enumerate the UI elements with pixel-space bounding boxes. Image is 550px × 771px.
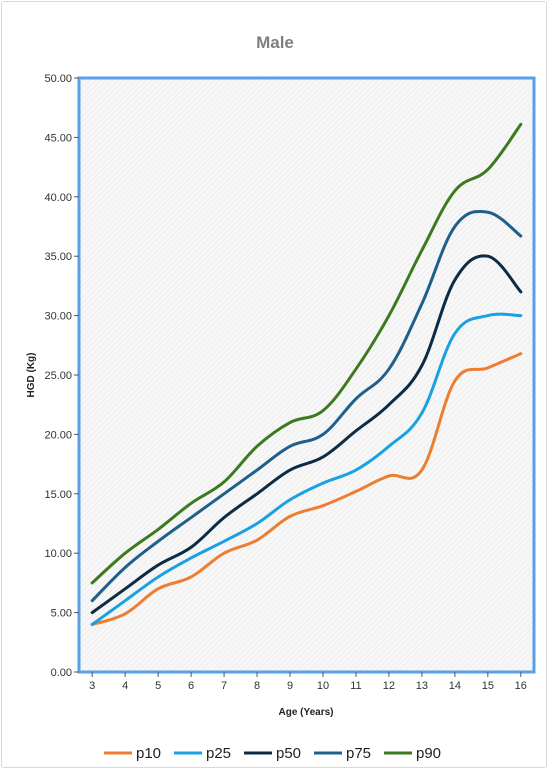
x-tick-label: 10 bbox=[317, 680, 329, 692]
y-tick-label: 0.00 bbox=[51, 667, 72, 679]
x-tick-label: 9 bbox=[287, 680, 293, 692]
legend-label-p75: p75 bbox=[346, 745, 371, 762]
legend-label-p50: p50 bbox=[276, 745, 301, 762]
y-axis-ticks: 0.00 5.00 10.00 15.00 20.00 25.00 30.00 35.00 40… bbox=[44, 73, 79, 679]
y-tick-label: 45.00 bbox=[44, 132, 72, 144]
y-tick-label: 50.00 bbox=[44, 73, 72, 85]
series-line-p90 bbox=[90, 122, 523, 585]
legend-label-p25: p25 bbox=[206, 745, 231, 762]
y-tick-label: 15.00 bbox=[44, 489, 72, 501]
x-tick-label: 13 bbox=[416, 680, 428, 692]
chart-title: Male bbox=[256, 33, 294, 52]
x-axis-ticks: 3 4 5 6 7 8 9 10 11 12 13 14 15 16 bbox=[89, 672, 527, 692]
series-line-p75 bbox=[90, 209, 523, 603]
y-tick-label: 5.00 bbox=[51, 608, 72, 620]
y-axis-label: HGD (Kg) bbox=[26, 353, 37, 398]
x-tick-label: 16 bbox=[515, 680, 527, 692]
x-tick-label: 5 bbox=[155, 680, 161, 692]
y-tick-label: 20.00 bbox=[44, 429, 72, 441]
x-tick-label: 14 bbox=[449, 680, 461, 692]
y-tick-label: 40.00 bbox=[44, 192, 72, 204]
x-tick-label: 3 bbox=[89, 680, 95, 692]
series-lines bbox=[90, 122, 523, 626]
x-tick-label: 4 bbox=[122, 680, 128, 692]
legend-label-p10: p10 bbox=[136, 745, 161, 762]
x-tick-label: 11 bbox=[350, 680, 361, 692]
x-tick-label: 6 bbox=[188, 680, 194, 692]
x-tick-label: 8 bbox=[254, 680, 260, 692]
series-line-p50 bbox=[90, 254, 523, 615]
legend-label-p90: p90 bbox=[416, 745, 441, 762]
x-tick-label: 15 bbox=[482, 680, 494, 692]
x-axis-label: Age (Years) bbox=[278, 707, 333, 718]
legend: p10 p25 p50 p75 p90 bbox=[104, 745, 441, 762]
series-line-p10 bbox=[90, 352, 523, 626]
series-line-p25 bbox=[90, 312, 523, 626]
x-tick-label: 7 bbox=[221, 680, 227, 692]
y-tick-label: 35.00 bbox=[44, 251, 72, 263]
x-tick-label: 12 bbox=[383, 680, 395, 692]
y-tick-label: 30.00 bbox=[44, 311, 72, 323]
y-tick-label: 25.00 bbox=[44, 370, 72, 382]
y-tick-label: 10.00 bbox=[44, 548, 72, 560]
